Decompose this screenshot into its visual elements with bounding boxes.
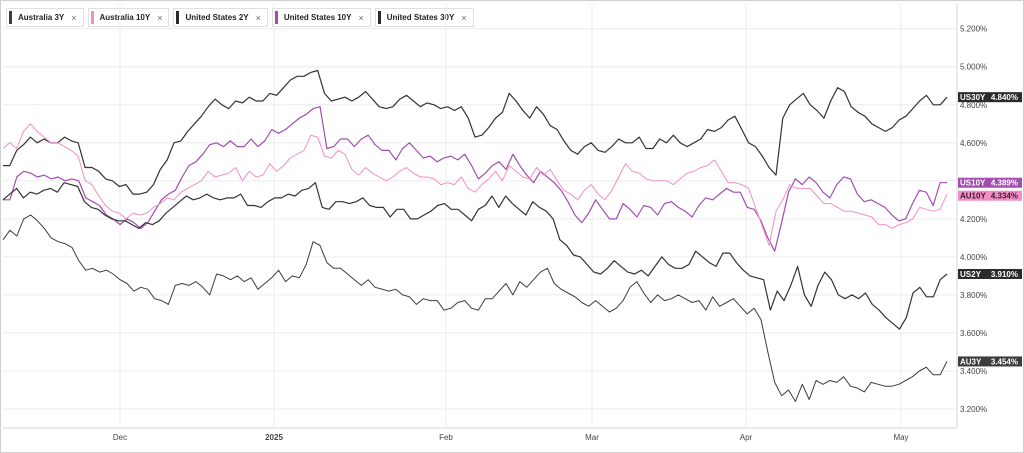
y-tick-label: 3.400%	[960, 367, 987, 376]
series-color-swatch	[176, 11, 180, 24]
price-tag-name: US2Y	[960, 270, 982, 279]
x-tick-label: May	[893, 433, 908, 442]
series-line-us10y	[3, 106, 947, 252]
x-tick-label: 2025	[265, 433, 283, 442]
x-tick-label: Feb	[439, 433, 453, 442]
close-icon[interactable]: ×	[255, 12, 261, 23]
legend: Australia 3Y × Australia 10Y × United St…	[6, 8, 474, 27]
y-tick-label: 3.200%	[960, 405, 987, 414]
y-tick-label: 4.000%	[960, 253, 987, 262]
x-tick-label: Apr	[740, 433, 753, 442]
series-color-swatch	[90, 11, 94, 24]
series-color-swatch	[9, 11, 12, 24]
close-icon[interactable]: ×	[358, 12, 364, 23]
legend-chip-united-states-2y[interactable]: United States 2Y ×	[173, 8, 268, 27]
price-tag-au10y	[958, 190, 1022, 201]
series-line-us2y	[2, 182, 948, 330]
price-tag-name: AU10Y	[960, 192, 986, 201]
legend-label: United States 2Y	[185, 13, 249, 22]
price-tag-value: 3.454%	[991, 357, 1018, 366]
price-tag-value: 4.334%	[991, 192, 1018, 201]
x-tick-label: Mar	[585, 433, 599, 442]
price-tag-value: 3.910%	[991, 270, 1018, 279]
series-color-swatch	[274, 11, 278, 24]
close-icon[interactable]: ×	[71, 12, 77, 23]
legend-label: United States 30Y	[386, 13, 455, 22]
y-tick-label: 5.200%	[960, 25, 987, 34]
close-icon[interactable]: ×	[157, 12, 163, 23]
series-line-au10y	[2, 123, 948, 246]
legend-chip-australia-3y[interactable]: Australia 3Y ×	[6, 8, 84, 27]
y-tick-label: 4.200%	[960, 215, 987, 224]
legend-chip-united-states-30y[interactable]: United States 30Y ×	[374, 8, 474, 27]
y-tick-label: 4.800%	[960, 101, 987, 110]
price-tag-us2y	[958, 268, 1022, 279]
price-tag-value: 4.389%	[991, 179, 1018, 188]
series-color-swatch	[377, 11, 381, 24]
price-tag-au3y	[958, 356, 1022, 367]
close-icon[interactable]: ×	[461, 12, 467, 23]
y-tick-label: 3.600%	[960, 329, 987, 338]
series-line-us30y	[3, 69, 948, 195]
series-line-au3y	[2, 214, 948, 402]
legend-label: United States 10Y	[283, 13, 352, 22]
price-tag-name: US30Y	[960, 93, 986, 102]
y-tick-label: 5.000%	[960, 63, 987, 72]
x-tick-label: Dec	[113, 433, 127, 442]
price-tag-us30y	[958, 92, 1022, 103]
y-tick-label: 4.600%	[960, 139, 987, 148]
legend-chip-australia-10y[interactable]: Australia 10Y ×	[87, 8, 170, 27]
price-tag-value: 4.840%	[991, 93, 1018, 102]
legend-label: Australia 10Y	[99, 13, 151, 22]
legend-label: Australia 3Y	[18, 13, 65, 22]
price-tag-us10y	[958, 177, 1022, 188]
price-tag-name: AU3Y	[960, 357, 982, 366]
y-tick-label: 3.800%	[960, 291, 987, 300]
legend-chip-united-states-10y[interactable]: United States 10Y ×	[271, 8, 371, 27]
price-tag-name: US10Y	[960, 179, 986, 188]
